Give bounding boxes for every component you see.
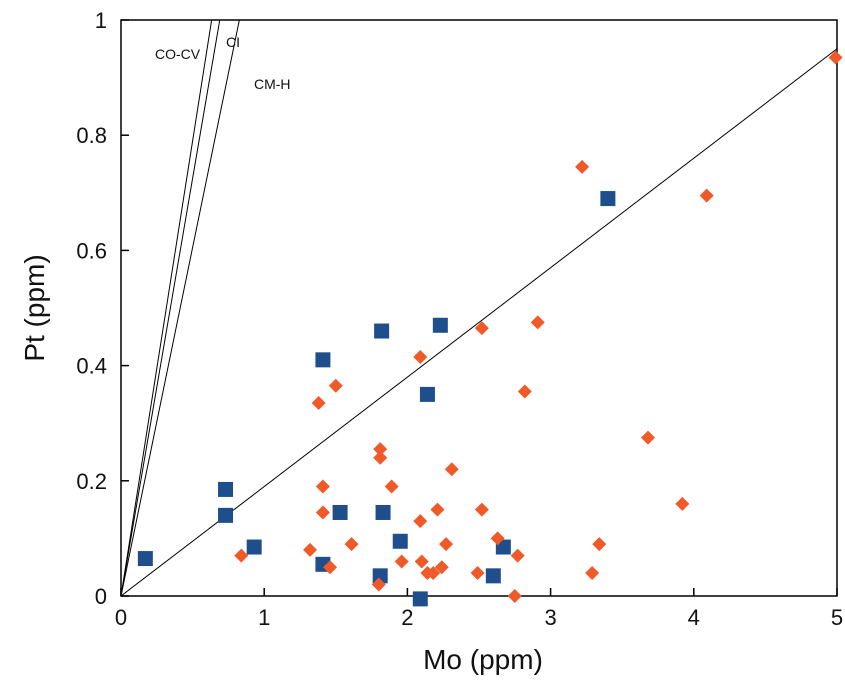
x-tick-label: 0 — [115, 605, 127, 630]
data-point-square — [218, 507, 234, 523]
data-point-diamond — [507, 589, 522, 603]
data-point-diamond — [328, 378, 343, 393]
data-point-diamond — [474, 502, 489, 517]
y-tick-label: 0.2 — [76, 469, 107, 494]
data-point-diamond — [592, 537, 607, 552]
x-tick-label: 3 — [544, 605, 556, 630]
data-point-diamond — [303, 542, 318, 557]
data-point-diamond — [234, 548, 249, 563]
data-point-diamond — [414, 554, 429, 569]
data-point-diamond — [384, 479, 399, 494]
data-point-diamond — [434, 560, 449, 575]
data-point-diamond — [530, 315, 545, 330]
data-point-diamond — [371, 577, 386, 592]
data-point-square — [372, 568, 388, 584]
data-point-diamond — [490, 531, 505, 546]
data-point-square — [218, 481, 234, 497]
data-point-diamond — [510, 548, 525, 563]
x-tick-label: 2 — [401, 605, 413, 630]
y-tick-label: 0 — [95, 584, 107, 609]
x-axis-title: Mo (ppm) — [423, 644, 543, 675]
data-points — [137, 50, 843, 607]
data-point-diamond — [474, 321, 489, 336]
x-tick-label: 5 — [831, 605, 843, 630]
data-point-diamond — [413, 349, 428, 364]
data-point-diamond — [575, 159, 590, 174]
data-point-diamond — [430, 502, 445, 517]
data-point-square — [246, 539, 262, 555]
data-point-diamond — [640, 430, 655, 445]
reference-line-2 — [121, 20, 240, 596]
data-point-square — [485, 568, 501, 584]
data-point-square — [419, 386, 435, 402]
y-axis-title: Pt (ppm) — [19, 254, 50, 361]
reference-line-0 — [121, 20, 213, 596]
data-point-square — [374, 323, 390, 339]
data-point-square — [315, 352, 331, 368]
data-point-diamond — [444, 462, 459, 477]
x-tick-label: 1 — [258, 605, 270, 630]
data-point-square — [137, 551, 153, 567]
data-point-square — [432, 317, 448, 333]
data-point-square — [412, 591, 428, 607]
reference-line-1 — [121, 20, 221, 596]
data-point-diamond — [426, 565, 441, 580]
ref-line-label-cm-h: CM-H — [254, 76, 291, 92]
y-axis: 0 0.2 0.4 0.6 0.8 1 — [76, 8, 129, 609]
y-tick-label: 0.4 — [76, 354, 107, 379]
y-tick-label: 1 — [95, 8, 107, 33]
y-tick-label: 0.8 — [76, 123, 107, 148]
data-point-diamond — [675, 496, 690, 511]
data-point-diamond — [439, 537, 454, 552]
data-point-square — [392, 533, 408, 549]
plot-frame — [120, 19, 838, 597]
data-point-diamond — [373, 442, 388, 457]
data-point-diamond — [311, 396, 326, 411]
x-tick-label: 4 — [688, 605, 700, 630]
data-point-diamond — [315, 505, 330, 520]
data-point-diamond — [394, 554, 409, 569]
data-point-diamond — [517, 384, 532, 399]
data-point-diamond — [828, 50, 843, 65]
ref-line-label-ci: CI — [226, 34, 240, 50]
y-tick-label: 0.6 — [76, 238, 107, 263]
data-point-square — [600, 191, 616, 207]
reference-line-3 — [121, 48, 837, 596]
data-point-diamond — [585, 565, 600, 580]
data-point-diamond — [373, 450, 388, 465]
data-point-diamond — [315, 479, 330, 494]
data-point-diamond — [344, 537, 359, 552]
data-point-diamond — [413, 514, 428, 529]
data-point-diamond — [699, 188, 714, 203]
data-point-diamond — [470, 565, 485, 580]
x-axis: 0 1 2 3 4 5 — [115, 588, 843, 630]
ref-line-label-co-cv: CO-CV — [155, 46, 201, 62]
reference-lines — [121, 20, 837, 596]
data-point-square — [332, 504, 348, 520]
data-point-square — [375, 504, 391, 520]
data-point-diamond — [323, 560, 338, 575]
